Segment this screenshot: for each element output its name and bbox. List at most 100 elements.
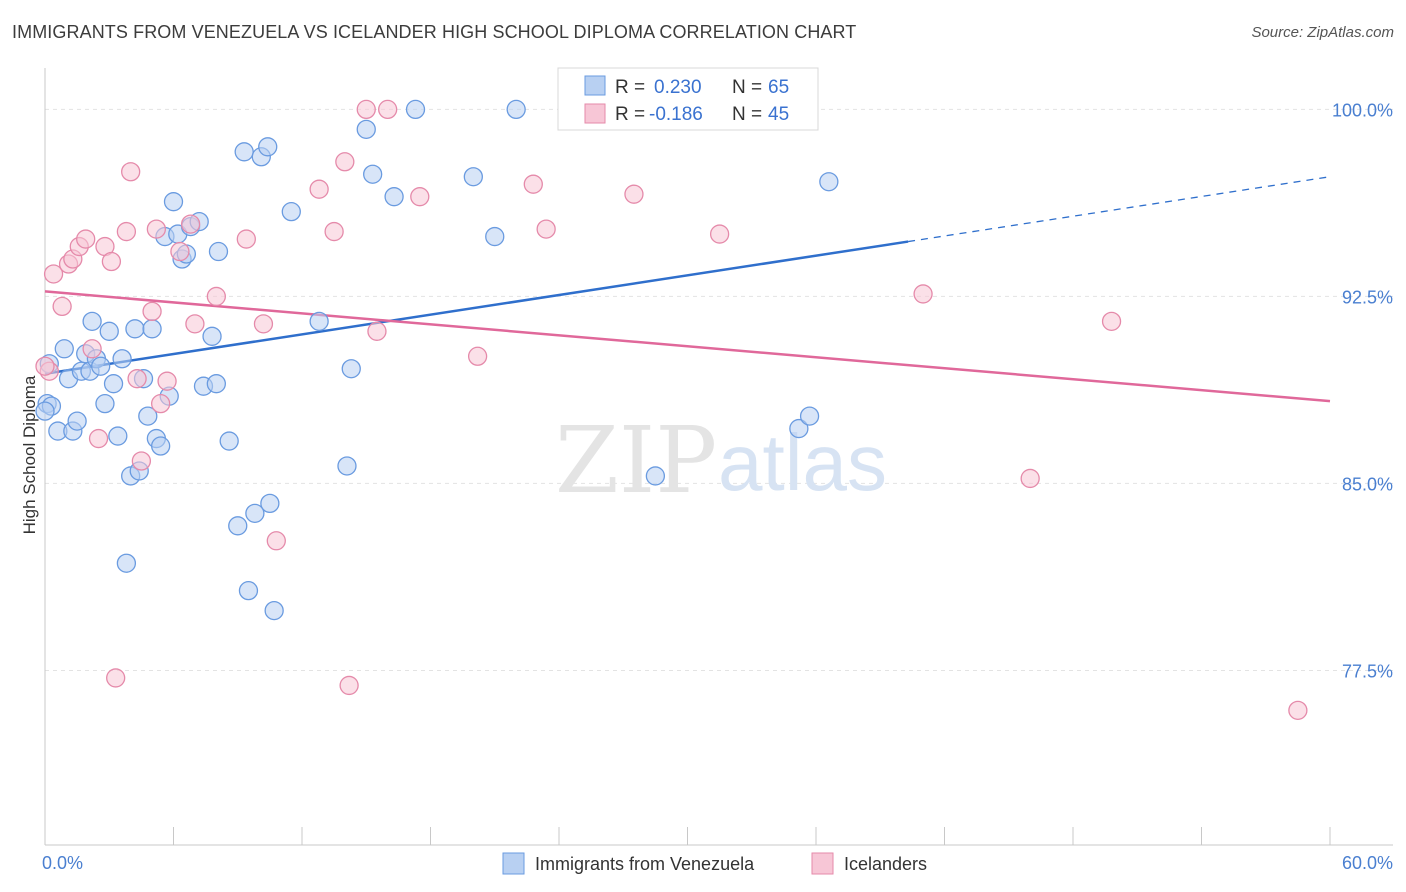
venezuela-point xyxy=(363,164,383,184)
stat-r-label-1: R = xyxy=(615,77,645,98)
icelanders-point xyxy=(339,675,359,696)
venezuela-point xyxy=(238,581,259,601)
stats-box: R = 0.230 N = 65 R = -0.186 N = 45 xyxy=(557,67,819,131)
venezuela-point xyxy=(103,374,124,394)
venezuela-point xyxy=(108,426,128,446)
icelanders-point xyxy=(142,301,162,322)
icelanders-point xyxy=(146,219,167,239)
trend-lines xyxy=(44,176,1331,403)
venezuela-point xyxy=(264,600,284,621)
icelanders-point xyxy=(101,251,122,272)
venezuela-point xyxy=(463,167,483,187)
venezuela-point xyxy=(258,137,278,157)
venezuela-point xyxy=(142,319,162,339)
venezuela-point xyxy=(260,493,280,514)
y-axis-label: High School Diploma xyxy=(20,375,39,534)
icelanders-point xyxy=(1288,700,1308,720)
venezuela-point xyxy=(125,319,145,339)
icelanders-point xyxy=(356,99,376,120)
venezuela-point xyxy=(99,321,119,341)
icelanders-point xyxy=(43,264,64,284)
venezuela-trend-line xyxy=(44,240,909,375)
venezuela-point xyxy=(309,311,329,332)
venezuela-point xyxy=(54,339,74,359)
legend-label-venezuela: Immigrants from Venezuela xyxy=(535,854,755,874)
venezuela-point xyxy=(799,406,820,426)
watermark: ZIP atlas xyxy=(555,407,887,514)
y-tick-labels: 100.0% 92.5% 85.0% 77.5% xyxy=(1332,100,1393,681)
venezuela-point xyxy=(337,456,357,476)
icelanders-point xyxy=(116,221,137,242)
icelanders-point xyxy=(121,162,141,182)
venezuela-trend-extension xyxy=(907,176,1331,243)
venezuela-point xyxy=(384,187,404,207)
icelanders-point xyxy=(1101,311,1122,332)
venezuela-point xyxy=(163,192,184,212)
y-tick-label: 100.0% xyxy=(1332,100,1393,120)
icelanders-point xyxy=(309,179,329,199)
venezuela-point xyxy=(67,411,87,431)
venezuela-point xyxy=(341,359,361,379)
icelanders-point xyxy=(127,369,147,389)
venezuela-point xyxy=(234,142,254,162)
chart-title: IMMIGRANTS FROM VENEZUELA VS ICELANDER H… xyxy=(12,22,857,42)
venezuela-point xyxy=(116,553,137,573)
stat-n-value-1: 65 xyxy=(768,77,789,98)
venezuela-point xyxy=(138,406,158,426)
venezuela-point xyxy=(819,172,839,192)
icelanders-point xyxy=(82,339,102,359)
icelanders-point xyxy=(410,187,430,207)
icelanders-point xyxy=(157,371,177,391)
y-tick-label: 85.0% xyxy=(1342,474,1393,494)
venezuela-point xyxy=(281,201,301,222)
x-tick-labels: 0.0% 60.0% xyxy=(42,853,1393,873)
icelanders-point xyxy=(253,314,274,334)
venezuela-point xyxy=(91,356,111,376)
icelanders-point xyxy=(378,99,398,120)
icelanders-point xyxy=(536,219,556,239)
venezuela-point xyxy=(219,431,239,451)
icelanders-point xyxy=(324,221,344,242)
data-points xyxy=(35,99,1308,720)
icelanders-point xyxy=(180,214,201,234)
venezuela-point xyxy=(95,393,115,414)
legend-swatch-venezuela xyxy=(502,852,525,875)
legend-label-icelanders: Icelanders xyxy=(844,854,927,874)
x-tick-label-min: 0.0% xyxy=(42,853,83,873)
venezuela-point xyxy=(485,226,505,247)
icelanders-point xyxy=(76,229,96,249)
venezuela-point xyxy=(208,241,229,262)
icelanders-point xyxy=(88,428,109,449)
venezuela-point xyxy=(202,326,222,346)
stat-r-value-2: -0.186 xyxy=(649,104,703,125)
stats-swatch-icelanders xyxy=(584,103,606,124)
stat-n-label-2: N = xyxy=(732,104,762,125)
icelanders-trend-line xyxy=(44,290,1331,403)
stat-n-value-2: 45 xyxy=(768,104,789,125)
venezuela-point xyxy=(506,99,526,120)
venezuela-point xyxy=(206,374,226,394)
stats-swatch-venezuela xyxy=(584,75,606,96)
icelanders-point xyxy=(624,184,644,204)
stat-r-value-1: 0.230 xyxy=(654,77,702,98)
source-label: Source: ZipAtlas.com xyxy=(1251,24,1394,41)
venezuela-point xyxy=(245,503,265,524)
venezuela-point xyxy=(356,119,376,140)
stat-n-label-1: N = xyxy=(732,77,762,98)
venezuela-point xyxy=(645,466,666,486)
icelanders-point xyxy=(913,284,933,304)
icelanders-point xyxy=(709,224,730,244)
y-tick-label: 92.5% xyxy=(1342,287,1393,307)
venezuela-point xyxy=(150,436,171,456)
icelanders-point xyxy=(170,241,190,262)
icelanders-point xyxy=(266,531,286,551)
venezuela-point xyxy=(82,311,102,332)
icelanders-point xyxy=(206,286,226,307)
venezuela-point xyxy=(405,99,426,120)
icelanders-point xyxy=(150,393,171,414)
icelanders-point xyxy=(106,668,126,688)
icelanders-point xyxy=(185,314,205,334)
venezuela-point xyxy=(228,516,248,536)
watermark-zip: ZIP xyxy=(555,407,717,514)
